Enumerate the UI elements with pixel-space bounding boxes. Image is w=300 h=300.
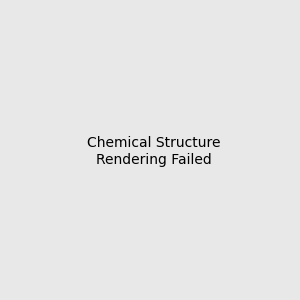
Text: Chemical Structure
Rendering Failed: Chemical Structure Rendering Failed xyxy=(87,136,220,166)
